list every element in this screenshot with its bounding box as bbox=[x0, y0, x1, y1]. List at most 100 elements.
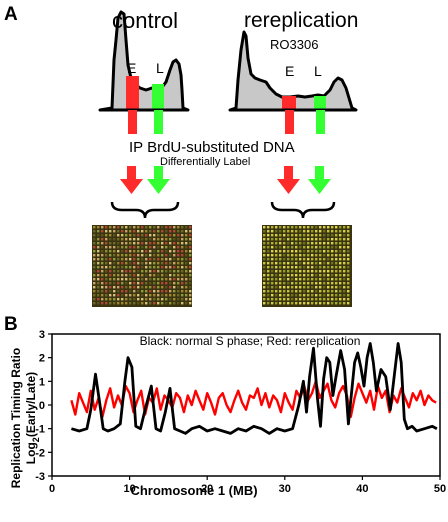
array-spot bbox=[271, 286, 274, 289]
array-spot bbox=[271, 234, 274, 237]
array-spot bbox=[129, 258, 132, 261]
array-spot bbox=[339, 226, 342, 229]
array-spot bbox=[161, 250, 164, 253]
array-spot bbox=[101, 282, 104, 285]
array-spot bbox=[185, 302, 188, 305]
array-spot bbox=[323, 270, 326, 273]
array-spot bbox=[181, 294, 184, 297]
array-spot bbox=[121, 254, 124, 257]
array-spot bbox=[125, 246, 128, 249]
rereplication-brace bbox=[270, 201, 336, 219]
array-spot bbox=[133, 274, 136, 277]
array-spot bbox=[291, 242, 294, 245]
array-spot bbox=[137, 274, 140, 277]
array-spot bbox=[133, 254, 136, 257]
array-spot bbox=[137, 238, 140, 241]
array-spot bbox=[141, 266, 144, 269]
array-spot bbox=[177, 250, 180, 253]
array-spot bbox=[125, 282, 128, 285]
array-spot bbox=[283, 290, 286, 293]
array-spot bbox=[125, 290, 128, 293]
array-spot bbox=[149, 242, 152, 245]
array-spot bbox=[319, 278, 322, 281]
array-spot bbox=[299, 290, 302, 293]
array-spot bbox=[113, 250, 116, 253]
array-spot bbox=[125, 226, 128, 229]
array-spot bbox=[97, 278, 100, 281]
array-spot bbox=[177, 274, 180, 277]
array-spot bbox=[97, 298, 100, 301]
array-spot bbox=[263, 242, 266, 245]
array-spot bbox=[323, 250, 326, 253]
array-spot bbox=[149, 286, 152, 289]
array-spot bbox=[323, 274, 326, 277]
array-spot bbox=[303, 258, 306, 261]
array-spot bbox=[149, 282, 152, 285]
array-spot bbox=[121, 262, 124, 265]
array-spot bbox=[327, 270, 330, 273]
array-spot bbox=[153, 266, 156, 269]
array-spot bbox=[121, 250, 124, 253]
array-spot bbox=[137, 242, 140, 245]
x-axis-label: Chromosome 1 (MB) bbox=[130, 483, 257, 498]
array-spot bbox=[295, 234, 298, 237]
array-spot bbox=[283, 250, 286, 253]
array-spot bbox=[303, 234, 306, 237]
rereplication-late-arrow bbox=[308, 166, 331, 194]
y-axis-label-log: Log bbox=[24, 442, 38, 464]
array-spot bbox=[109, 286, 112, 289]
array-spot bbox=[347, 278, 350, 281]
array-spot bbox=[311, 274, 314, 277]
array-spot bbox=[299, 234, 302, 237]
array-spot bbox=[105, 290, 108, 293]
array-spot bbox=[267, 278, 270, 281]
array-spot bbox=[101, 262, 104, 265]
array-spot bbox=[157, 278, 160, 281]
array-spot bbox=[275, 286, 278, 289]
array-spot bbox=[271, 302, 274, 305]
array-spot bbox=[149, 230, 152, 233]
array-spot bbox=[263, 250, 266, 253]
array-spot bbox=[121, 238, 124, 241]
array-spot bbox=[283, 246, 286, 249]
array-spot bbox=[165, 290, 168, 293]
array-spot bbox=[263, 286, 266, 289]
array-spot bbox=[185, 270, 188, 273]
array-spot bbox=[279, 258, 282, 261]
array-spot bbox=[145, 298, 148, 301]
array-spot bbox=[339, 250, 342, 253]
array-spot bbox=[169, 242, 172, 245]
array-spot bbox=[279, 242, 282, 245]
array-spot bbox=[121, 270, 124, 273]
array-spot bbox=[181, 242, 184, 245]
array-spot bbox=[319, 246, 322, 249]
array-spot bbox=[347, 254, 350, 257]
array-spot bbox=[137, 286, 140, 289]
array-spot bbox=[149, 266, 152, 269]
array-spot bbox=[181, 226, 184, 229]
array-spot bbox=[125, 242, 128, 245]
plot-frame bbox=[51, 333, 441, 477]
array-spot bbox=[97, 286, 100, 289]
array-spot bbox=[109, 242, 112, 245]
array-spot bbox=[287, 286, 290, 289]
array-spot bbox=[137, 298, 140, 301]
array-spot bbox=[319, 234, 322, 237]
array-spot bbox=[97, 258, 100, 261]
array-spot bbox=[339, 254, 342, 257]
array-spot bbox=[295, 274, 298, 277]
array-spot bbox=[113, 262, 116, 265]
array-spot bbox=[185, 266, 188, 269]
array-spot bbox=[113, 246, 116, 249]
array-spot bbox=[323, 242, 326, 245]
control-histogram bbox=[98, 10, 190, 112]
array-spot bbox=[165, 230, 168, 233]
array-spot bbox=[93, 230, 96, 233]
array-spot bbox=[335, 302, 338, 305]
array-spot bbox=[153, 250, 156, 253]
array-spot bbox=[331, 230, 334, 233]
array-spot bbox=[153, 230, 156, 233]
array-spot bbox=[307, 242, 310, 245]
array-spot bbox=[335, 298, 338, 301]
array-spot bbox=[117, 246, 120, 249]
